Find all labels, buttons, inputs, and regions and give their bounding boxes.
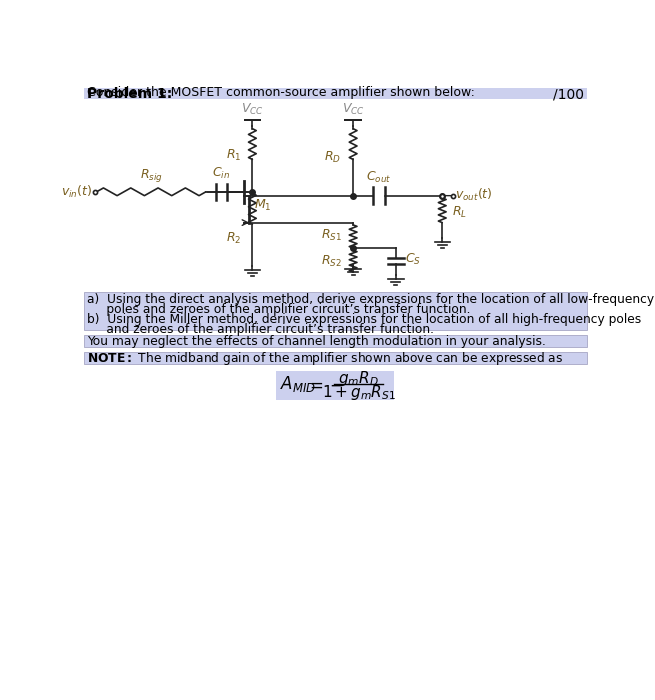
Text: You may neglect the effects of channel length modulation in your analysis.: You may neglect the effects of channel l… xyxy=(87,335,546,348)
Text: $= -$: $= -$ xyxy=(306,375,344,393)
Text: $v_{in}(t)$: $v_{in}(t)$ xyxy=(61,183,92,200)
Text: $V_{CC}$: $V_{CC}$ xyxy=(241,102,264,117)
Text: a)  Using the direct analysis method, derive expressions for the location of all: a) Using the direct analysis method, der… xyxy=(87,293,654,307)
FancyBboxPatch shape xyxy=(84,88,587,99)
FancyBboxPatch shape xyxy=(84,292,587,330)
Text: $1 + g_m R_{S1}$: $1 + g_m R_{S1}$ xyxy=(322,382,396,402)
Text: $C_{in}$: $C_{in}$ xyxy=(212,166,231,181)
FancyBboxPatch shape xyxy=(84,352,587,364)
Text: and zeroes of the amplifier circuit’s transfer function.: and zeroes of the amplifier circuit’s tr… xyxy=(87,323,434,337)
FancyBboxPatch shape xyxy=(276,371,394,400)
Text: poles and zeroes of the amplifier circuit’s transfer function.: poles and zeroes of the amplifier circui… xyxy=(87,304,471,316)
Text: b)  Using the Miller method, derive expressions for the location of all high-fre: b) Using the Miller method, derive expre… xyxy=(87,314,641,326)
Text: $R_{S2}$: $R_{S2}$ xyxy=(322,253,343,269)
Text: $R_2$: $R_2$ xyxy=(226,230,242,246)
Text: /100: /100 xyxy=(553,87,584,101)
Text: $g_m R_D$: $g_m R_D$ xyxy=(338,369,379,388)
Text: $R_1$: $R_1$ xyxy=(226,148,242,163)
Text: $\mathbf{NOTE:}$ The midband gain of the amplifier shown above can be expressed : $\mathbf{NOTE:}$ The midband gain of the… xyxy=(87,349,563,367)
Text: $R_D$: $R_D$ xyxy=(324,150,341,164)
Text: $R_L$: $R_L$ xyxy=(451,205,466,220)
Text: $C_S$: $C_S$ xyxy=(405,252,421,267)
Text: $v_{out}(t)$: $v_{out}(t)$ xyxy=(455,187,493,203)
Text: Consider the MOSFET common-source amplifier shown below:: Consider the MOSFET common-source amplif… xyxy=(87,86,475,99)
Text: $C_{out}$: $C_{out}$ xyxy=(366,170,392,185)
Text: $A_{MID}$: $A_{MID}$ xyxy=(280,374,316,394)
Text: $R_{sig}$: $R_{sig}$ xyxy=(140,167,162,184)
Text: $V_{CC}$: $V_{CC}$ xyxy=(342,102,364,117)
Text: $M_1$: $M_1$ xyxy=(254,197,271,213)
FancyBboxPatch shape xyxy=(84,335,587,347)
Text: $R_{S1}$: $R_{S1}$ xyxy=(322,228,343,243)
Text: Problem 1:: Problem 1: xyxy=(87,87,172,101)
